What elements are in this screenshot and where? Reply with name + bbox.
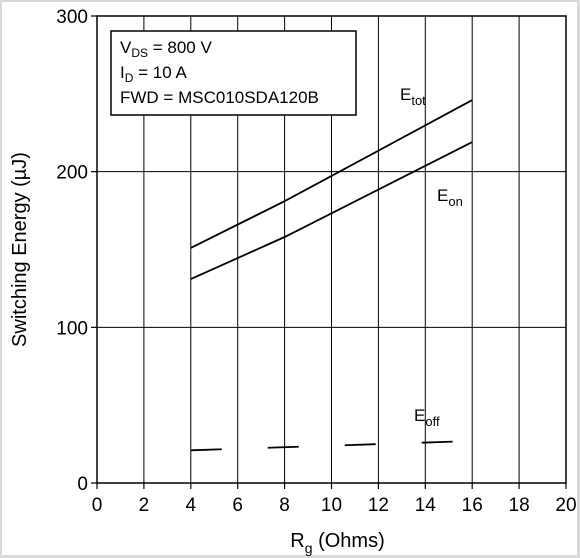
y-tick-label: 200 [56,163,88,184]
x-tick-label: 20 [555,495,576,516]
series-line-eon [190,141,473,280]
y-tick-label: 100 [56,318,88,339]
series-label-eon: Eon [437,186,463,209]
conditions-box [110,30,357,116]
y-tick-label: 0 [77,474,88,495]
condition-text: ID = 10 A [120,63,187,85]
x-tick-label: 4 [186,495,197,516]
x-tick-label: 16 [462,495,483,516]
x-axis-title: Rg (Ohms) [290,530,384,556]
condition-text: FWD = MSC010SDA120B [120,88,319,107]
x-tick-label: 2 [139,495,150,516]
y-axis-title: Switching Energy (µJ) [9,152,31,347]
x-tick-label: 8 [279,495,290,516]
x-tick-label: 0 [92,495,103,516]
series-line-eoff [190,440,473,452]
x-tick-label: 14 [415,495,437,516]
x-tick-label: 12 [368,495,389,516]
series-line-etot [190,99,473,249]
x-tick-label: 10 [321,495,342,516]
series-label-eoff: Eoff [414,406,440,429]
series-label-etot: Etot [400,85,426,108]
x-tick-label: 18 [509,495,530,516]
y-tick-label: 300 [56,7,88,28]
condition-text: VDS = 800 V [120,38,212,60]
x-tick-label: 6 [232,495,243,516]
